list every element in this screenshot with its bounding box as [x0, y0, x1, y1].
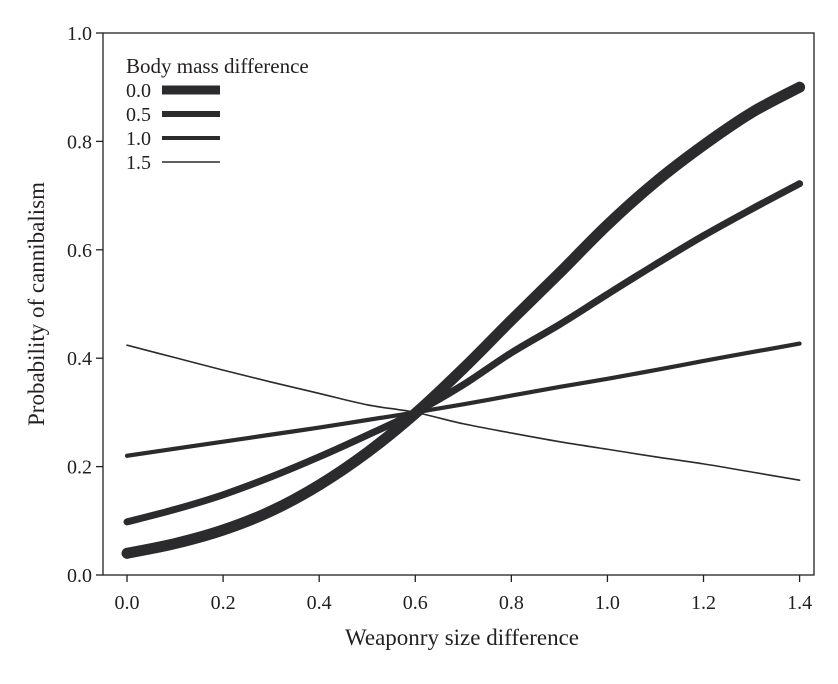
series-line-1-0 — [124, 341, 802, 458]
x-tick-label: 0.8 — [499, 592, 524, 614]
x-tick-label: 0.6 — [403, 592, 428, 614]
legend-items: 0.00.51.01.5 — [126, 80, 220, 174]
x-tick-label: 0.2 — [211, 592, 236, 614]
y-tick-label: 1.0 — [67, 23, 92, 45]
legend-label: 0.5 — [126, 104, 151, 126]
y-axis-label: Probability of cannibalism — [24, 182, 49, 426]
plot-frame — [102, 32, 815, 576]
y-tick-label: 0.4 — [67, 348, 92, 370]
legend-title: Body mass difference — [126, 54, 309, 78]
legend: Body mass difference 0.00.51.01.5 — [126, 54, 309, 174]
legend-label: 1.0 — [126, 128, 151, 150]
x-tick-label: 0.4 — [307, 592, 332, 614]
x-tick-label: 1.0 — [595, 592, 620, 614]
y-tick-label: 0.6 — [67, 240, 92, 262]
x-tick-label: 0.0 — [115, 592, 140, 614]
y-tick-label: 0.2 — [67, 457, 92, 479]
series-line-0-5 — [123, 180, 804, 526]
x-axis-label: Weaponry size difference — [345, 625, 579, 650]
series-line-0-0 — [121, 81, 806, 559]
series-lines — [121, 81, 806, 559]
y-tick-label: 0.8 — [67, 131, 92, 153]
y-axis-ticks: 0.0 0.2 0.4 0.6 0.8 1.0 — [67, 23, 103, 587]
x-tick-label: 1.2 — [691, 592, 716, 614]
legend-label: 1.5 — [126, 152, 151, 174]
x-axis-ticks: 0.0 0.2 0.4 0.6 0.8 1.0 1.2 1.4 — [115, 575, 812, 614]
x-tick-label: 1.4 — [787, 592, 812, 614]
series-line-1-5 — [126, 344, 801, 481]
legend-label: 0.0 — [126, 80, 151, 102]
y-tick-label: 0.0 — [67, 565, 92, 587]
